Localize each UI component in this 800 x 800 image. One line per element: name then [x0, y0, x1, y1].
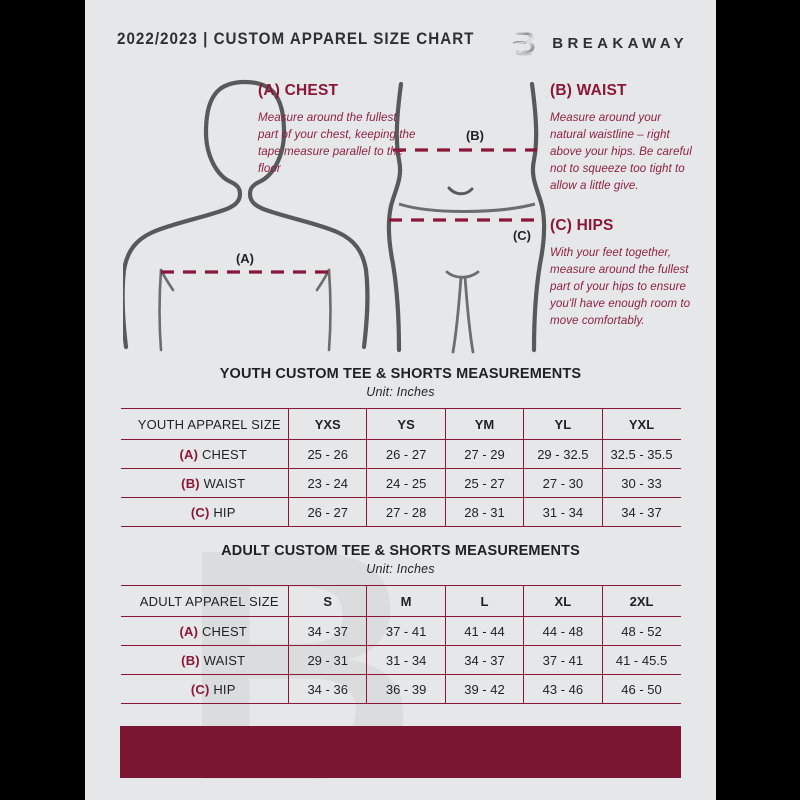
youth-cell-0-3: 29 - 32.5: [523, 439, 603, 469]
youth-table-title: YOUTH CUSTOM TEE & SHORTS MEASUREMENTS: [219, 366, 582, 382]
table-header-row: YOUTH APPAREL SIZE YXS YS YM YL YXL: [120, 408, 681, 440]
hips-marker-label: (C): [513, 228, 531, 243]
youth-cell-1-0: 23 - 24: [288, 468, 368, 498]
body-figures: (A) (B) (C) (A) CHEST Measure around the…: [85, 72, 716, 357]
row-name: CHEST: [201, 623, 248, 639]
row-tag: (A): [179, 623, 199, 639]
row-name: WAIST: [203, 475, 246, 491]
youth-cell-0-4: 32.5 - 35.5: [602, 439, 681, 469]
adult-cell-0-0: 34 - 37: [288, 616, 368, 646]
row-tag: (A): [179, 446, 199, 462]
youth-cell-2-4: 34 - 37: [602, 497, 681, 527]
torso-figure-illustration: (A): [123, 79, 370, 352]
measurement-block-chest: (A) CHEST Measure around the fullest par…: [258, 82, 418, 177]
youth-col-header-1: YS: [366, 408, 446, 440]
row-name: CHEST: [201, 446, 248, 462]
adult-col-header-0: S: [288, 585, 368, 617]
youth-row-label-2: (C) HIP: [120, 497, 289, 527]
measurement-body-hips: With your feet together, measure around …: [550, 246, 691, 328]
youth-row-label-0: (A) CHEST: [120, 439, 289, 469]
table-row: (B) WAIST 29 - 31 31 - 34 34 - 37 37 - 4…: [120, 645, 681, 675]
measurement-block-hips: (C) HIPS With your feet together, measur…: [550, 217, 702, 329]
adult-cell-2-0: 34 - 36: [288, 674, 368, 704]
adult-cell-0-4: 48 - 52: [602, 616, 681, 646]
youth-col-header-3: YL: [523, 408, 603, 440]
adult-size-label-header: ADULT APPAREL SIZE: [120, 585, 289, 617]
page-header: 2022/2023 | CUSTOM APPAREL SIZE CHART BR…: [85, 28, 716, 60]
adult-cell-1-2: 34 - 37: [445, 645, 525, 675]
brand-lockup: BREAKAWAY: [509, 28, 688, 58]
adult-table-title: ADULT CUSTOM TEE & SHORTS MEASUREMENTS: [221, 543, 580, 559]
row-tag: (C): [190, 681, 210, 697]
youth-cell-1-2: 25 - 27: [445, 468, 525, 498]
breakaway-b-logo-icon: [513, 32, 535, 56]
adult-cell-0-1: 37 - 41: [366, 616, 446, 646]
adult-row-label-0: (A) CHEST: [120, 616, 289, 646]
measurement-title-hips: (C) HIPS: [550, 217, 614, 234]
adult-cell-1-1: 31 - 34: [366, 645, 446, 675]
adult-col-header-1: M: [366, 585, 446, 617]
youth-cell-2-1: 27 - 28: [366, 497, 446, 527]
adult-cell-0-2: 41 - 44: [445, 616, 525, 646]
youth-col-header-2: YM: [445, 408, 525, 440]
adult-cell-1-4: 41 - 45.5: [602, 645, 681, 675]
adult-table-unit: Unit: Inches: [366, 562, 435, 576]
row-name: HIP: [213, 681, 236, 697]
adult-col-header-2: L: [445, 585, 525, 617]
row-tag: (B): [181, 475, 200, 491]
youth-cell-0-0: 25 - 26: [288, 439, 368, 469]
youth-cell-2-0: 26 - 27: [288, 497, 368, 527]
youth-cell-0-2: 27 - 29: [445, 439, 525, 469]
adult-cell-2-4: 46 - 50: [602, 674, 681, 704]
footer-accent-bar: [120, 726, 681, 778]
measurement-block-waist: (B) WAIST Measure around your natural wa…: [550, 82, 700, 194]
adult-row-label-2: (C) HIP: [120, 674, 289, 704]
adult-col-header-3: XL: [523, 585, 603, 617]
adult-cell-1-3: 37 - 41: [523, 645, 603, 675]
measurement-title-chest: (A) CHEST: [258, 82, 339, 99]
table-row: (A) CHEST 25 - 26 26 - 27 27 - 29 29 - 3…: [120, 439, 681, 469]
adult-cell-0-3: 44 - 48: [523, 616, 603, 646]
page-title: 2022/2023 | CUSTOM APPAREL SIZE CHART: [117, 30, 475, 48]
table-header-row: ADULT APPAREL SIZE S M L XL 2XL: [120, 585, 681, 617]
row-tag: (B): [181, 652, 200, 668]
adult-cell-1-0: 29 - 31: [288, 645, 368, 675]
youth-col-header-0: YXS: [288, 408, 368, 440]
youth-cell-2-2: 28 - 31: [445, 497, 525, 527]
measurement-body-waist: Measure around your natural waistline – …: [550, 111, 692, 193]
hips-figure-illustration: (B) (C): [386, 81, 547, 354]
waist-marker-label: (B): [466, 128, 484, 143]
size-chart-page: B 2022/2023 | CUSTOM APPAREL SIZE CHART …: [85, 0, 716, 800]
youth-cell-1-1: 24 - 25: [366, 468, 446, 498]
chest-marker-label: (A): [236, 251, 254, 266]
measurement-body-chest: Measure around the fullest part of your …: [258, 111, 416, 176]
table-row: (C) HIP 34 - 36 36 - 39 39 - 42 43 - 46 …: [120, 674, 681, 704]
adult-cell-2-2: 39 - 42: [445, 674, 525, 704]
table-row: (A) CHEST 34 - 37 37 - 41 41 - 44 44 - 4…: [120, 616, 681, 646]
brand-name: BREAKAWAY: [552, 34, 688, 52]
youth-size-section: YOUTH CUSTOM TEE & SHORTS MEASUREMENTS U…: [85, 366, 716, 527]
adult-cell-2-3: 43 - 46: [523, 674, 603, 704]
youth-col-header-4: YXL: [602, 408, 681, 440]
row-tag: (C): [190, 504, 210, 520]
adult-size-section: ADULT CUSTOM TEE & SHORTS MEASUREMENTS U…: [85, 543, 716, 704]
youth-cell-0-1: 26 - 27: [366, 439, 446, 469]
youth-size-label-header: YOUTH APPAREL SIZE: [120, 408, 289, 440]
youth-table-unit: Unit: Inches: [366, 385, 435, 399]
adult-cell-2-1: 36 - 39: [366, 674, 446, 704]
youth-row-label-1: (B) WAIST: [120, 468, 289, 498]
row-name: WAIST: [203, 652, 246, 668]
table-row: (C) HIP 26 - 27 27 - 28 28 - 31 31 - 34 …: [120, 497, 681, 527]
adult-size-table: ADULT APPAREL SIZE S M L XL 2XL (A) CHES…: [120, 585, 681, 704]
adult-col-header-4: 2XL: [602, 585, 681, 617]
table-row: (B) WAIST 23 - 24 24 - 25 25 - 27 27 - 3…: [120, 468, 681, 498]
adult-row-label-1: (B) WAIST: [120, 645, 289, 675]
row-name: HIP: [213, 504, 236, 520]
youth-size-table: YOUTH APPAREL SIZE YXS YS YM YL YXL (A) …: [120, 408, 681, 527]
youth-cell-1-3: 27 - 30: [523, 468, 603, 498]
measurement-title-waist: (B) WAIST: [550, 82, 627, 99]
youth-cell-1-4: 30 - 33: [602, 468, 681, 498]
youth-cell-2-3: 31 - 34: [523, 497, 603, 527]
